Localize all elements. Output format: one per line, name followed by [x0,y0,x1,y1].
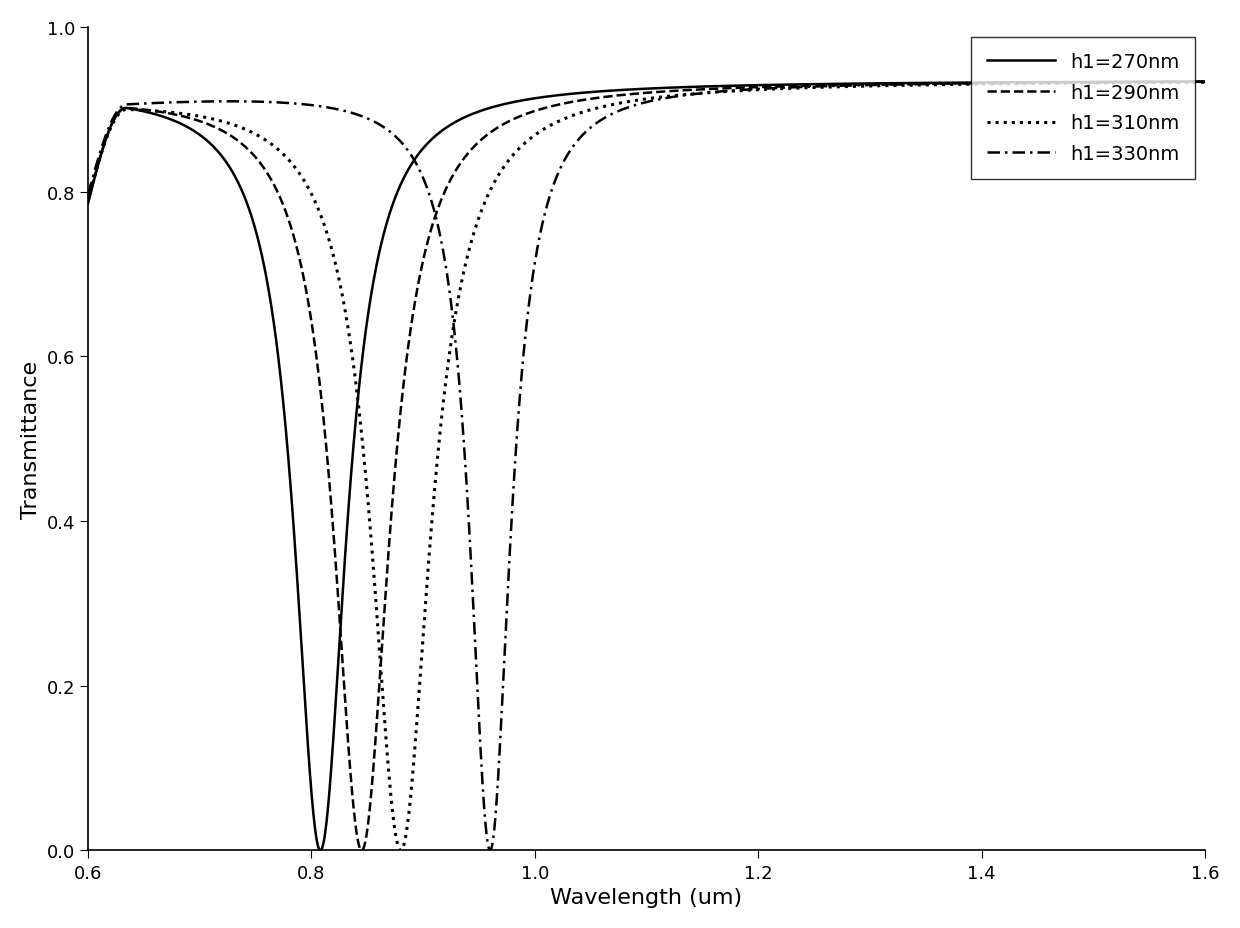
h1=290nm [909,79,924,90]
h1=310nm [1198,78,1213,89]
h1=330nm [136,98,151,110]
h1=330nm [482,844,497,856]
h1=290nm [790,82,805,93]
Line: h1=290nm: h1=290nm [88,83,1205,850]
Line: h1=330nm: h1=330nm [88,83,1205,850]
h1=330nm [81,189,95,200]
h1=330nm [485,838,500,849]
Line: h1=310nm: h1=310nm [88,84,1205,850]
h1=290nm [968,79,983,90]
h1=330nm [1198,77,1213,88]
h1=290nm [81,197,95,208]
h1=270nm [790,80,805,91]
h1=310nm [393,844,408,856]
h1=270nm [485,102,500,113]
h1=290nm [1198,77,1213,88]
h1=310nm [968,80,983,91]
h1=290nm [355,844,370,856]
h1=310nm [909,81,924,92]
h1=270nm [909,78,924,89]
h1=270nm [968,78,983,89]
h1=270nm [136,107,151,118]
h1=310nm [742,85,756,97]
h1=290nm [136,105,151,116]
h1=290nm [485,126,500,137]
h1=290nm [742,83,756,94]
h1=310nm [81,195,95,206]
h1=270nm [742,81,756,92]
Line: h1=270nm: h1=270nm [88,83,1205,850]
Y-axis label: Transmittance: Transmittance [21,360,41,518]
h1=270nm [81,199,95,210]
X-axis label: Wavelength (um): Wavelength (um) [551,887,743,908]
h1=270nm [1198,77,1213,88]
h1=330nm [742,84,756,96]
Legend: h1=270nm, h1=290nm, h1=310nm, h1=330nm: h1=270nm, h1=290nm, h1=310nm, h1=330nm [971,37,1195,179]
h1=310nm [136,106,151,117]
h1=330nm [909,80,924,91]
h1=330nm [790,83,805,94]
h1=310nm [485,181,500,192]
h1=330nm [968,79,983,90]
h1=270nm [312,844,327,856]
h1=310nm [790,84,805,95]
